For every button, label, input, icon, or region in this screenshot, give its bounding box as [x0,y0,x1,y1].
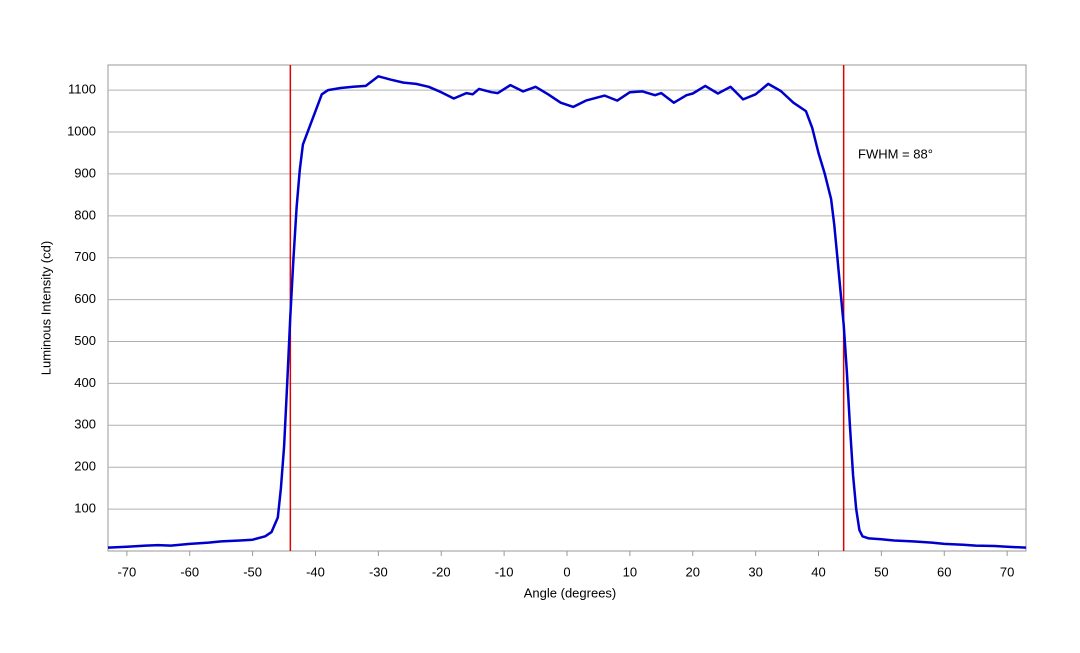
x-tick-label: -30 [369,564,388,579]
x-tick-label: -10 [495,564,514,579]
x-tick-label: 20 [686,564,700,579]
y-tick-label: 500 [74,333,96,348]
x-tick-label: -50 [243,564,262,579]
annotation: FWHM = 88° [858,146,933,161]
plot-frame [107,64,1027,552]
x-tick-label: 70 [1000,564,1014,579]
x-tick-label: 30 [748,564,762,579]
data-line [107,75,1027,549]
y-tick-label: 300 [74,417,96,432]
y-tick-label: 1100 [68,82,96,97]
x-tick-label: 10 [623,564,637,579]
y-tick-label: 100 [74,501,96,516]
y-tick-label: 700 [74,249,96,264]
y-axis-label: Luminous Intensity (cd) [38,241,53,375]
x-tick-label: 60 [937,564,951,579]
y-tick-label: 800 [74,207,96,222]
y-tick-label: 1000 [67,123,96,138]
y-tick-label: 900 [74,165,96,180]
x-tick-label: -70 [117,564,136,579]
y-tick-label: 200 [74,459,96,474]
y-tick-label: 600 [74,291,96,306]
x-tick-label: -40 [306,564,325,579]
x-tick-label: -20 [432,564,451,579]
x-axis-label: Angle (degrees) [524,585,617,600]
x-tick-label: -60 [180,564,199,579]
x-tick-label: 0 [563,564,570,579]
x-tick-label: 40 [811,564,825,579]
y-tick-label: 400 [74,375,96,390]
x-tick-label: 50 [874,564,888,579]
